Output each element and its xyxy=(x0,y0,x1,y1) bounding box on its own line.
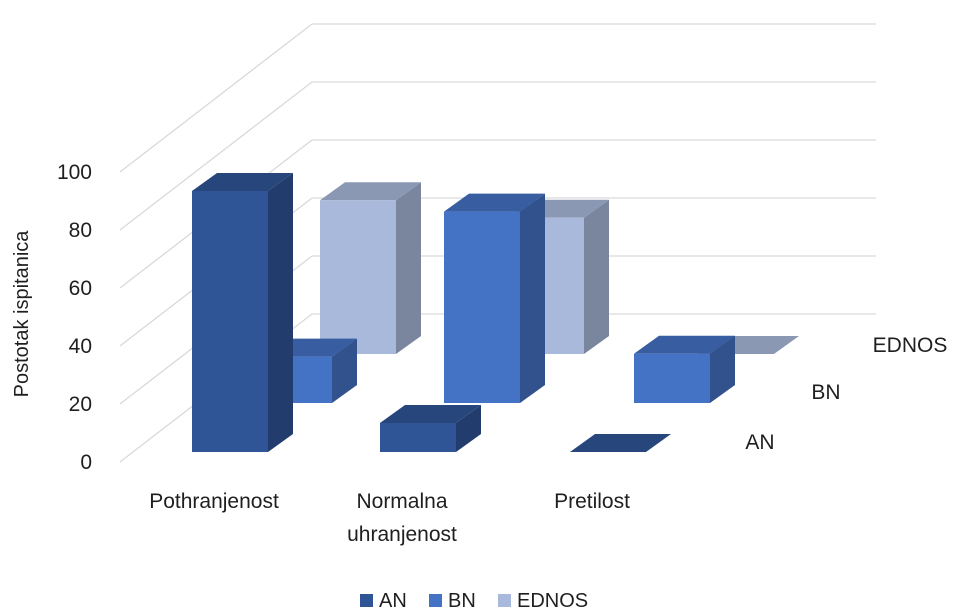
legend-swatch xyxy=(429,594,442,607)
legend: AN BN EDNOS xyxy=(360,590,588,612)
y-axis-label: Postotak ispitanica xyxy=(11,230,33,398)
bar-BN-1 xyxy=(444,193,545,403)
y-tick-label: 0 xyxy=(80,451,92,474)
legend-label: AN xyxy=(379,590,407,612)
y-ticks: 0 20 40 60 80 100 xyxy=(57,161,92,474)
y-tick-label: 80 xyxy=(69,219,92,242)
bar-EDNOS-0 xyxy=(320,182,421,354)
depth-label: EDNOS xyxy=(873,334,948,357)
legend-label: BN xyxy=(448,590,476,612)
gridline xyxy=(119,23,876,173)
depth-label: AN xyxy=(745,431,774,454)
bars xyxy=(192,173,799,452)
depth-label: BN xyxy=(811,381,840,404)
bar-AN-1 xyxy=(380,405,481,452)
legend-item: AN xyxy=(360,590,407,612)
legend-label: EDNOS xyxy=(517,590,588,612)
depth-series-labels: AN BN EDNOS xyxy=(745,334,947,454)
category-labels: Pothranjenost Normalna uhranjenost Pretilos… xyxy=(149,490,630,546)
category-label: Pothranjenost xyxy=(149,490,279,513)
bar-BN-2 xyxy=(634,335,735,403)
y-tick-label: 60 xyxy=(69,277,92,300)
gridline xyxy=(119,81,876,231)
bar-AN-0 xyxy=(192,173,293,452)
legend-swatch xyxy=(360,594,373,607)
y-tick-label: 20 xyxy=(69,393,92,416)
category-label: Pretilost xyxy=(554,490,630,513)
legend-swatch xyxy=(498,594,511,607)
y-tick-label: 40 xyxy=(69,335,92,358)
legend-item: BN xyxy=(429,590,476,612)
legend-item: EDNOS xyxy=(498,590,588,612)
category-label: Normalna uhranjenost xyxy=(347,490,457,546)
bar-AN-2 xyxy=(570,434,671,452)
y-tick-label: 100 xyxy=(57,161,92,184)
